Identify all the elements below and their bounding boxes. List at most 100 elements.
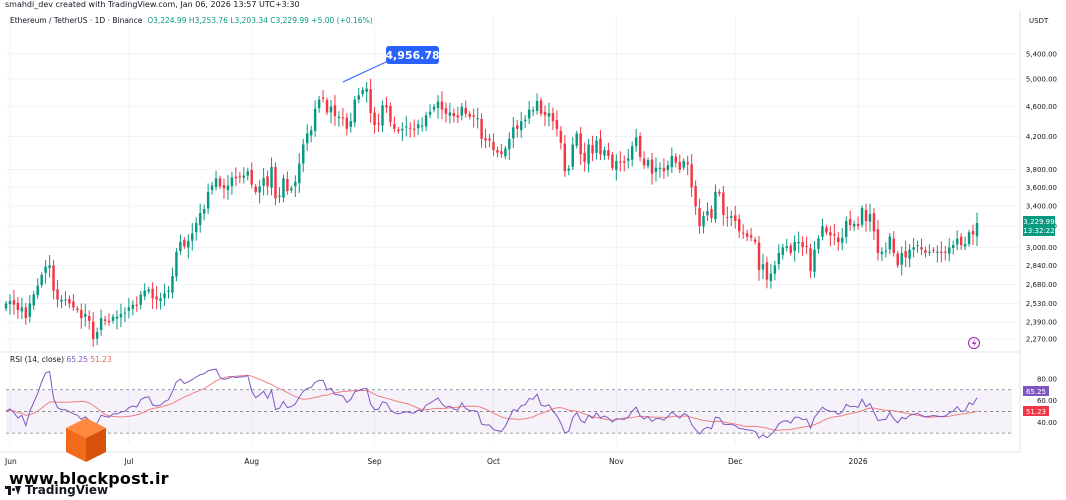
- candle-body: [785, 246, 788, 249]
- candle-body: [123, 312, 127, 314]
- candle-body: [226, 185, 230, 191]
- time-tick-label: Dec: [728, 457, 743, 466]
- candle-body: [424, 115, 428, 127]
- candle-body: [107, 320, 111, 323]
- candle-body: [670, 155, 674, 168]
- candle-body: [753, 239, 757, 242]
- candle-body: [765, 262, 769, 280]
- candle-body: [793, 241, 796, 251]
- candle-body: [745, 233, 749, 237]
- svg-text:51.23: 51.23: [1026, 408, 1046, 416]
- candle-body: [444, 108, 448, 114]
- time-tick-label: Jun: [4, 457, 17, 466]
- candle-body: [428, 111, 432, 115]
- candle-body: [619, 161, 622, 163]
- candle-body: [4, 303, 8, 309]
- candle-body: [361, 89, 364, 95]
- candle-body: [829, 232, 832, 236]
- candle-body: [975, 223, 979, 237]
- candle-body: [317, 99, 321, 109]
- candle-body: [286, 178, 289, 192]
- candle-body: [16, 302, 20, 311]
- candle-body: [397, 129, 400, 132]
- rsi-label[interactable]: RSI (14, close): [10, 355, 65, 364]
- candle-body: [468, 113, 471, 117]
- candle-body: [68, 298, 71, 304]
- candle-body: [309, 130, 313, 136]
- candle-body: [191, 233, 194, 241]
- last-price-badge: 3,229.99 13:32:22: [1023, 216, 1055, 236]
- candle-body: [686, 162, 689, 165]
- symbol-name[interactable]: Ethereum / TetherUS · 1D · Binance: [10, 16, 143, 25]
- candle-body: [159, 298, 162, 301]
- candle-body: [932, 249, 935, 251]
- time-tick-label: Jul: [123, 457, 133, 466]
- candle-body: [856, 224, 860, 227]
- candle-body: [654, 167, 658, 172]
- candle-body: [833, 234, 836, 236]
- candle-body: [353, 99, 356, 123]
- candle-body: [385, 105, 388, 108]
- candle-body: [464, 107, 467, 114]
- candle-body: [789, 245, 792, 253]
- candle-body: [167, 290, 170, 292]
- candle-body: [139, 294, 142, 305]
- candle-body: [76, 308, 79, 311]
- candle-body: [373, 112, 376, 126]
- candle-body: [900, 252, 903, 265]
- symbol-header: Ethereum / TetherUS · 1D · Binance O3,22…: [10, 16, 373, 25]
- candle-body: [298, 163, 301, 184]
- candle-body: [527, 109, 531, 119]
- candle-body: [135, 304, 139, 307]
- candle-body: [52, 265, 55, 291]
- candle-body: [183, 239, 186, 247]
- candle-body: [294, 181, 297, 187]
- candle-body: [266, 176, 269, 187]
- candle-body: [904, 250, 907, 258]
- lightning-icon[interactable]: [968, 337, 980, 349]
- candle-body: [928, 251, 931, 253]
- candle-body: [567, 168, 571, 171]
- watermark-url: www.blockpost.ir: [9, 469, 169, 488]
- candle-body: [547, 113, 551, 117]
- candle-body: [32, 294, 35, 306]
- candle-body: [337, 116, 341, 119]
- candle-body: [555, 119, 559, 129]
- time-tick-label: Sep: [368, 457, 382, 466]
- candle-body: [690, 164, 693, 188]
- candle-body: [848, 219, 852, 226]
- candle-body: [198, 212, 202, 226]
- candle-body: [892, 238, 896, 253]
- candle-body: [587, 144, 590, 164]
- candle-body: [912, 247, 915, 250]
- currency-unit[interactable]: USDT: [1029, 17, 1049, 25]
- candle-body: [99, 318, 103, 331]
- candle-body: [591, 145, 594, 154]
- svg-text:65.25: 65.25: [1026, 388, 1046, 396]
- candle-body: [678, 161, 681, 170]
- candle-body: [868, 213, 872, 222]
- candle-body: [155, 296, 158, 300]
- candle-body: [531, 110, 535, 112]
- candle-body: [627, 158, 630, 161]
- candle-body: [920, 247, 923, 250]
- candle-body: [282, 178, 285, 198]
- rsi-badge-1: 65.25: [1023, 386, 1049, 396]
- candle-body: [864, 210, 868, 222]
- candle-body: [242, 175, 246, 178]
- candle-body: [825, 227, 828, 233]
- candle-body: [143, 290, 146, 297]
- candle-body: [250, 169, 253, 185]
- price-tick-label: 2,530.00: [1026, 300, 1057, 308]
- candle-body: [115, 316, 119, 319]
- candle-body: [535, 100, 539, 111]
- candle-body: [202, 209, 206, 214]
- candle-body: [638, 136, 642, 157]
- candle-body: [234, 176, 238, 179]
- candle-body: [448, 112, 452, 116]
- candle-body: [476, 118, 479, 120]
- candle-body: [761, 264, 765, 270]
- candle-body: [91, 321, 95, 340]
- candle-body: [630, 146, 634, 160]
- candle-body: [440, 101, 444, 110]
